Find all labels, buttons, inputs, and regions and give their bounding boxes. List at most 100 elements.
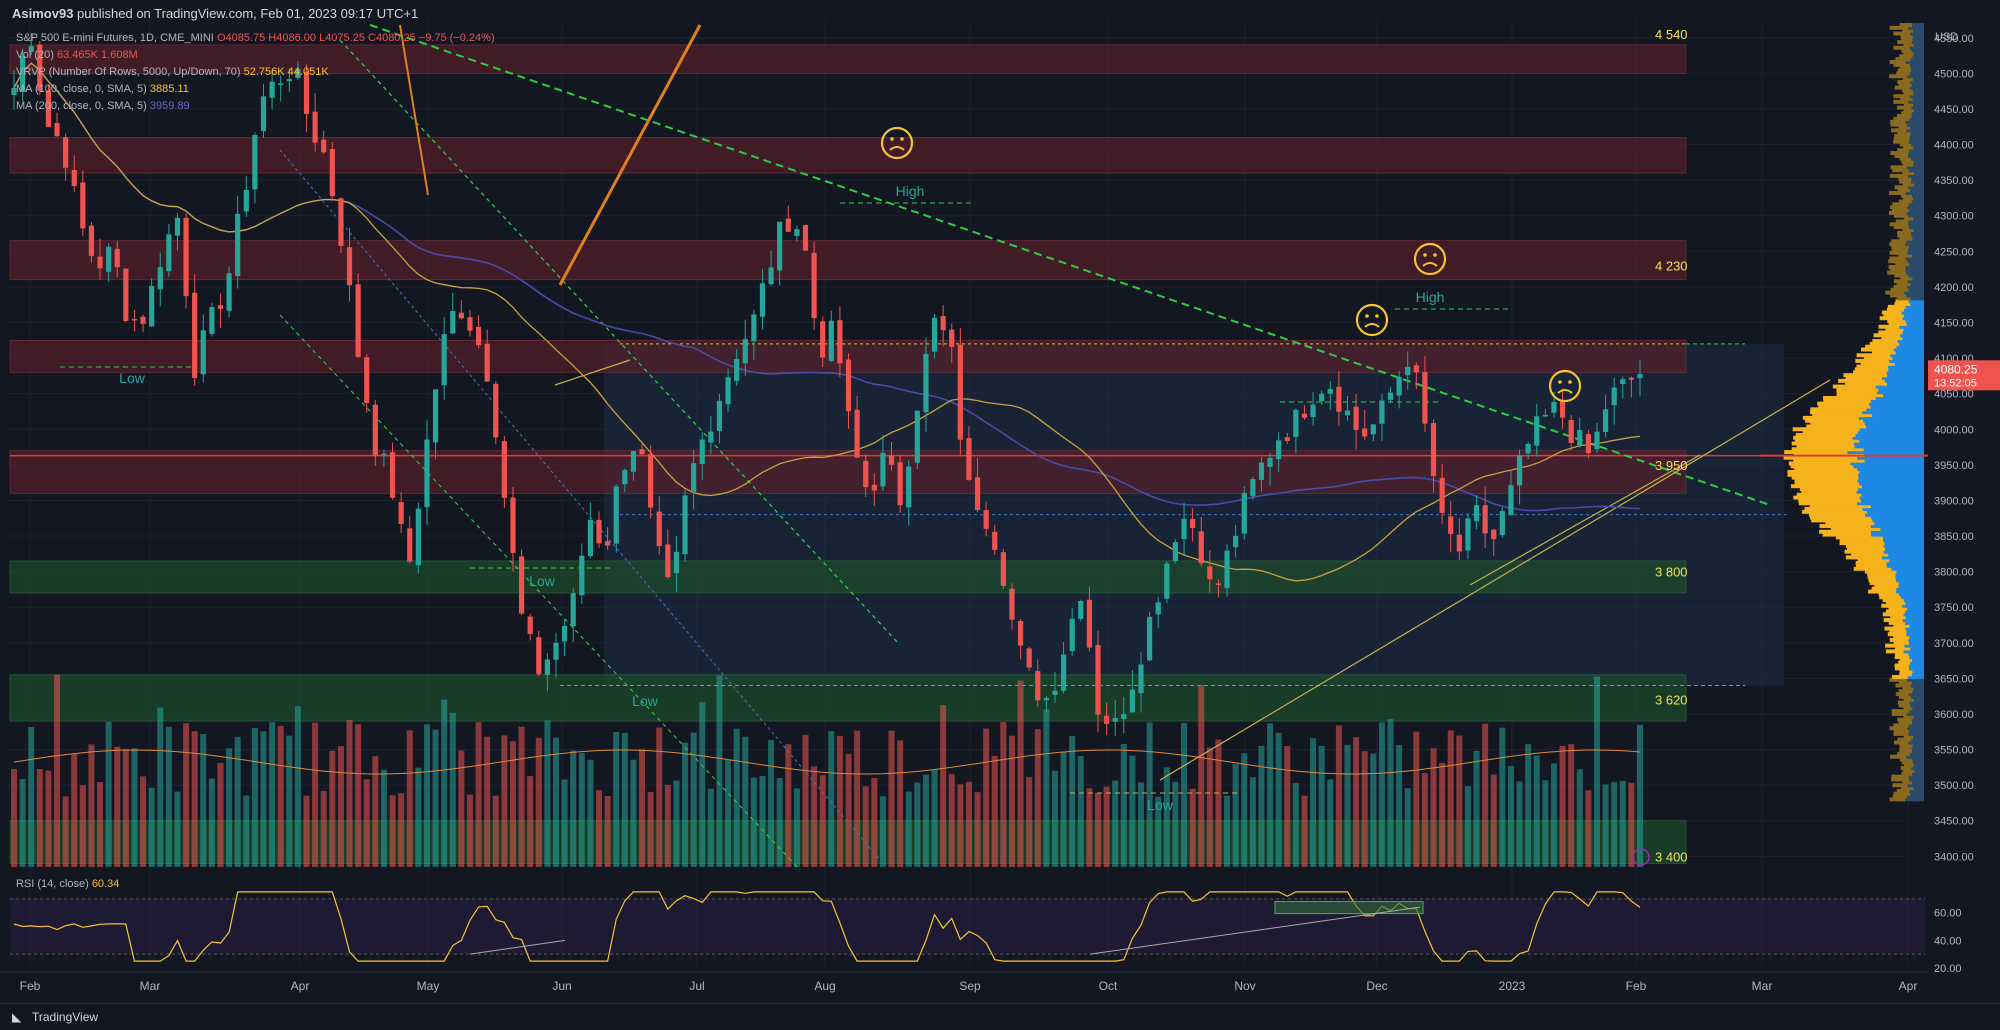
volume-bar: [217, 762, 224, 867]
publish-header: Asimov93 published on TradingView.com, F…: [12, 6, 418, 21]
volume-bar: [1301, 795, 1308, 867]
time-tick: Feb: [1626, 979, 1647, 993]
candle-body: [1060, 654, 1067, 691]
ma100-legend-row[interactable]: MA (100, close, 0, SMA, 5) 3885.11: [16, 81, 495, 98]
candle-body: [278, 83, 284, 85]
volume-bar: [1507, 765, 1514, 867]
volume-bar: [647, 791, 654, 867]
candle-body: [1327, 389, 1333, 394]
candle-body: [235, 213, 241, 277]
candle-body: [966, 438, 972, 480]
rsi-label: RSI (14, close): [16, 878, 89, 890]
volume-bar: [441, 699, 448, 867]
candle-body: [837, 320, 843, 364]
volume-bar: [699, 702, 706, 867]
time-tick: Oct: [1099, 979, 1118, 993]
volume-bar: [389, 795, 396, 867]
volume-bar: [1550, 763, 1557, 867]
volume-bar: [1456, 735, 1463, 867]
volume-bar: [553, 737, 559, 867]
ma100-value: 3885.11: [149, 83, 189, 95]
tradingview-logo-icon[interactable]: ◣: [12, 1010, 22, 1024]
candle-body: [1104, 715, 1110, 724]
candle-body: [1465, 518, 1471, 551]
author-name[interactable]: Asimov93: [12, 6, 74, 21]
volume-bar: [492, 795, 499, 867]
last-price-badge: [1928, 360, 2000, 391]
volume-bar: [475, 722, 482, 867]
candle-body: [1293, 409, 1299, 437]
volume-bar: [1482, 723, 1489, 867]
footer-brand[interactable]: TradingView: [32, 1010, 99, 1024]
volume-bar: [484, 736, 491, 867]
volume-bar: [639, 749, 646, 867]
ohlc-values: O4085.75 H4086.00 L4075.25 C4080.25 −9.7…: [216, 32, 495, 44]
sad-face-eye: [1558, 380, 1562, 384]
candle-body: [845, 359, 852, 412]
ma100-line: [13, 62, 1641, 582]
volume-bar: [957, 784, 964, 867]
candle-body: [562, 625, 568, 642]
candle-body: [802, 224, 809, 251]
volume-bar: [1258, 745, 1265, 867]
symbol-row[interactable]: S&P 500 E-mini Futures, 1D, CME_MINI O40…: [16, 30, 495, 47]
candle-body: [260, 96, 267, 132]
candle-body: [957, 344, 963, 440]
annotation-label: Low: [1147, 797, 1174, 813]
price-tick: 4400.00: [1934, 140, 1974, 152]
volume-bar: [1568, 744, 1575, 867]
volume-bar: [854, 730, 861, 867]
volume-bar: [1542, 780, 1549, 867]
candle-body: [45, 90, 52, 127]
candle-body: [587, 519, 594, 557]
candle-body: [484, 343, 490, 382]
candle-body: [992, 531, 998, 550]
candle-body: [200, 330, 206, 375]
candle-body: [1258, 462, 1265, 480]
volume-bar: [1430, 748, 1437, 867]
volume-bar: [406, 730, 413, 867]
time-tick: Aug: [814, 979, 835, 993]
price-chart[interactable]: High High Low Low Low Low 4 540 4 230 3 950 3 800…: [0, 0, 2000, 1003]
level-label: 3 800: [1655, 565, 1688, 580]
candle-body: [303, 71, 310, 114]
candle-body: [914, 410, 920, 463]
vrvp-legend-row[interactable]: VRVP (Number Of Rows, 5000, Up/Down, 70)…: [16, 64, 495, 81]
moving-averages: [13, 62, 1641, 582]
volume-bar: [518, 726, 525, 867]
volume-bar: [1344, 744, 1351, 867]
volume-label: Vol (20): [16, 49, 54, 61]
rsi-legend[interactable]: RSI (14, close) 60.34: [16, 878, 119, 890]
volume-bar: [157, 707, 164, 867]
candle-body: [1181, 518, 1187, 540]
candle-body: [974, 477, 981, 510]
resistance-zone: [9, 137, 1687, 174]
candle-body: [888, 455, 895, 465]
candle-body: [114, 248, 120, 268]
candle-body: [1516, 455, 1523, 486]
ma100-label: MA (100, close, 0, SMA, 5): [16, 83, 147, 95]
volume-bar: [1559, 745, 1566, 867]
candle-body: [1525, 443, 1531, 454]
candle-body: [1559, 401, 1566, 418]
volume-bar: [991, 755, 998, 867]
volume-bar: [1619, 780, 1626, 867]
volume-bar: [535, 737, 542, 867]
time-axis[interactable]: Feb Mar Apr May Jun Jul Aug Sep Oct Nov Dec 2023 Feb…: [0, 971, 1928, 993]
vrvp-label: VRVP (Number Of Rows, 5000, Up/Down, 70): [16, 66, 241, 78]
candle-body: [1172, 542, 1179, 561]
volume-legend-row[interactable]: Vol (20) 63.465K 1.608M: [16, 47, 495, 64]
volume-bar: [1421, 772, 1428, 867]
volume-bar: [398, 793, 405, 867]
candle-body: [1241, 492, 1247, 534]
candle-body: [1491, 529, 1497, 540]
volume-bar: [776, 778, 783, 867]
volume-bar: [1129, 755, 1136, 867]
channel-line: [279, 149, 881, 861]
candle-body: [854, 409, 860, 458]
ma200-legend-row[interactable]: MA (200, close, 0, SMA, 5) 3959.89: [16, 98, 495, 115]
volume-bar: [1267, 723, 1274, 867]
volume-bar: [750, 777, 757, 867]
volume-bar: [1181, 722, 1188, 867]
